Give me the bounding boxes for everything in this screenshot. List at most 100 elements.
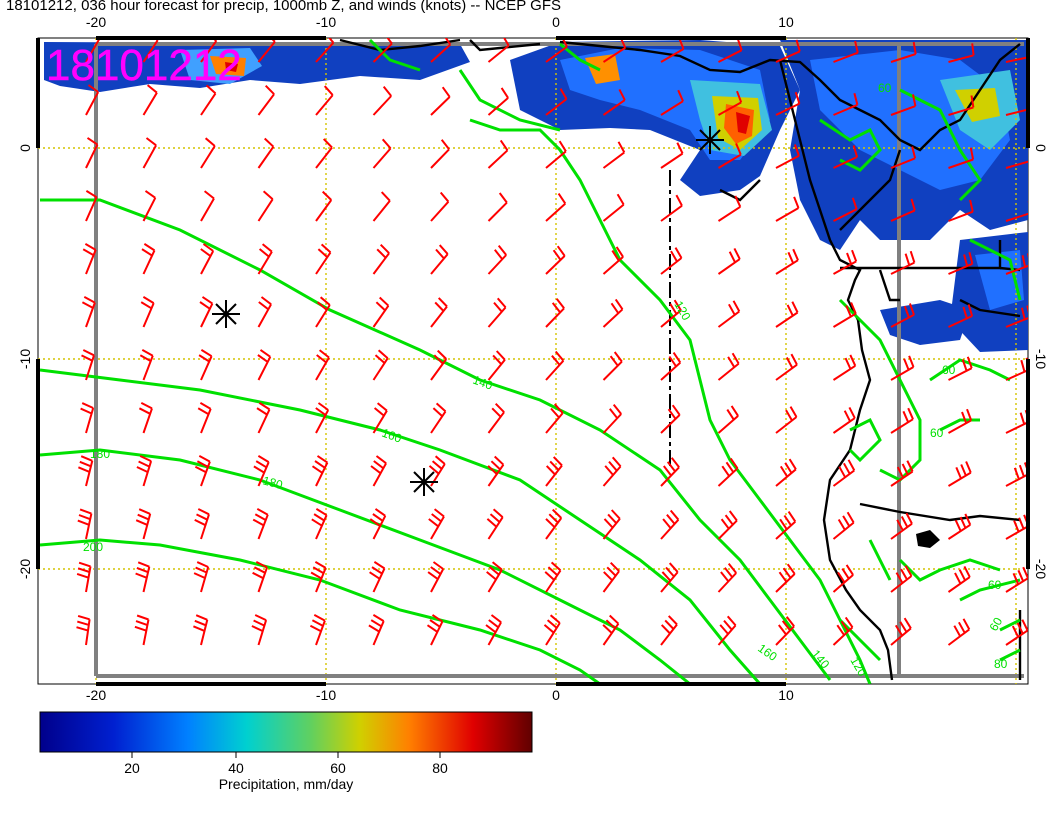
colorbar-tick-label: 20 [124, 760, 140, 776]
x-tick-top: -10 [316, 14, 336, 30]
wind-barb [890, 198, 916, 222]
wind-barb [660, 615, 678, 646]
colorbar-tick-label: 80 [432, 760, 448, 776]
wind-barb [775, 144, 800, 169]
wind-barb [717, 143, 742, 169]
wind-barb [77, 508, 93, 540]
wind-barb [717, 457, 739, 487]
wind-barb [602, 351, 623, 381]
wind-barb [890, 355, 915, 381]
x-tick-top: -20 [86, 14, 106, 30]
wind-barb [948, 147, 975, 169]
frame-ticks [36, 36, 1030, 686]
wind-barb [1005, 566, 1028, 593]
wind-barb [545, 38, 568, 63]
wind-barb [372, 85, 392, 116]
wind-barb [775, 511, 797, 540]
wind-barb [890, 146, 917, 169]
wind-barb [426, 614, 444, 646]
wind-barb [427, 561, 445, 593]
wind-barb [602, 246, 624, 275]
wind-barb [142, 137, 157, 169]
wind-barb [948, 356, 973, 381]
contour-label: 60 [942, 363, 956, 377]
wind-barb [718, 90, 743, 116]
map-title: 18101212, 036 hour forecast for precip, … [6, 0, 561, 14]
wind-barb [372, 191, 391, 222]
wind-barb [193, 561, 210, 593]
wind-barb [832, 616, 854, 646]
wind-barb [775, 196, 800, 222]
wind-barb [142, 84, 158, 116]
wind-barb [315, 38, 335, 63]
wind-barb [833, 249, 858, 275]
wind-barb [85, 137, 99, 169]
wind-barb [890, 460, 914, 487]
wind-barb [372, 38, 393, 63]
wind-barb [257, 349, 272, 381]
x-tick-bottom: 10 [778, 687, 794, 703]
wind-barb [660, 509, 680, 540]
wind-barb [257, 38, 276, 63]
wind-barb [832, 459, 856, 487]
wind-barb [197, 402, 212, 434]
wind-barb [134, 614, 150, 646]
wind-barb [602, 614, 620, 646]
contour-label: 180 [261, 473, 284, 492]
colorbar-ticks [131, 752, 441, 758]
wind-barb [85, 84, 100, 116]
x-tick-bottom: -20 [86, 687, 106, 703]
wind-barb [369, 561, 386, 593]
wind-barb [193, 614, 209, 646]
storm-centers [212, 126, 724, 496]
wind-barb [890, 565, 913, 593]
contour-label: 60 [986, 615, 1005, 634]
wind-barb [81, 296, 96, 328]
wind-barb [890, 41, 917, 63]
wind-barb [775, 458, 797, 487]
wind-barb [545, 140, 567, 169]
colorbar-tick-label: 40 [228, 760, 244, 776]
wind-barb [430, 402, 447, 434]
wind-barb [315, 402, 330, 434]
wind-barb [486, 508, 504, 540]
wind-barb [832, 302, 857, 328]
contour-label: 200 [83, 540, 103, 554]
wind-barb [660, 89, 684, 116]
wind-barb [602, 88, 626, 116]
wind-barb [832, 354, 857, 381]
wind-barb [775, 248, 799, 275]
wind-barb [1005, 201, 1028, 222]
wind-barb [545, 350, 565, 381]
wind-barb [660, 194, 683, 222]
wind-barb [194, 455, 211, 487]
wind-barb [890, 94, 917, 116]
wind-barb [833, 92, 859, 116]
storm-center-icon [212, 300, 240, 328]
wind-barb [890, 250, 916, 275]
wind-barb [256, 402, 271, 434]
wind-barb [487, 139, 509, 169]
wind-barb [487, 455, 505, 487]
wind-barb [486, 561, 503, 593]
wind-barb [948, 408, 973, 434]
wind-barb [78, 455, 94, 487]
contour-label: 60 [878, 81, 892, 95]
wind-barb [1005, 253, 1028, 275]
wind-barb [660, 247, 683, 275]
wind-barb [257, 137, 275, 169]
wind-barb [257, 296, 272, 328]
wind-barb [487, 402, 505, 434]
wind-barb [1005, 619, 1028, 646]
grid-lines [38, 38, 1028, 684]
wind-barb [430, 86, 451, 116]
wind-barb [370, 455, 387, 487]
contour-label: 180 [90, 447, 110, 461]
wind-barb [487, 350, 506, 381]
wind-barb [833, 197, 858, 222]
wind-barb [947, 565, 971, 593]
contour-label: 160 [380, 426, 404, 446]
axis-labels: -20 -10 0 10 -20 -10 0 10 0 -10 -20 0 -1… [17, 14, 1049, 703]
wind-barb [545, 403, 564, 434]
wind-barb [315, 243, 332, 275]
